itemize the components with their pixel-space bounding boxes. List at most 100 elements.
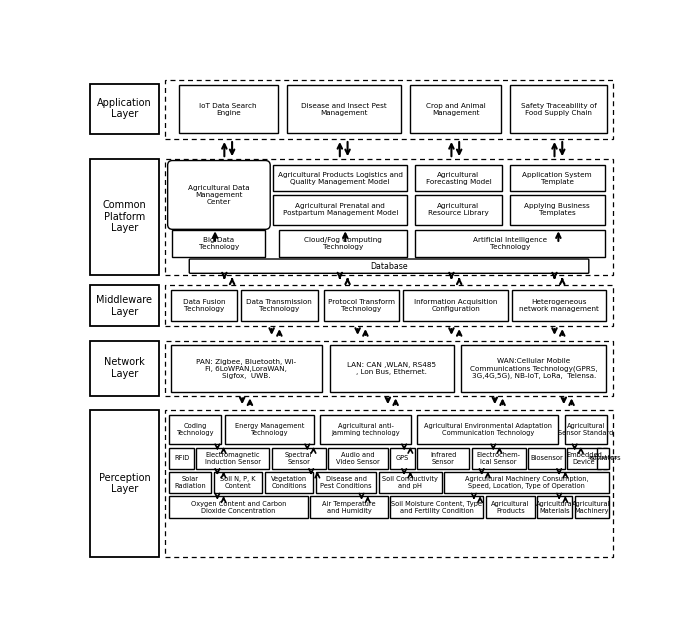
Bar: [512, 290, 606, 321]
Text: Artificial Intelligence
Technology: Artificial Intelligence Technology: [473, 237, 547, 250]
Bar: [264, 472, 314, 493]
Text: Air Temperature
and Humidity: Air Temperature and Humidity: [323, 501, 376, 513]
Bar: [169, 415, 221, 444]
Text: Spectral
Sensor: Spectral Sensor: [285, 452, 312, 465]
Text: Audio and
Video Sensor: Audio and Video Sensor: [336, 452, 380, 465]
Text: Database: Database: [370, 261, 408, 271]
Text: Vegetation
Conditions: Vegetation Conditions: [271, 476, 307, 489]
Bar: [287, 85, 401, 133]
Bar: [603, 448, 607, 468]
Bar: [214, 472, 262, 493]
Text: Network
Layer: Network Layer: [104, 358, 145, 379]
Bar: [410, 85, 501, 133]
Bar: [329, 346, 453, 392]
Bar: [379, 472, 442, 493]
Bar: [90, 341, 159, 396]
Text: Middleware
Layer: Middleware Layer: [97, 295, 152, 316]
Bar: [166, 410, 612, 557]
Bar: [510, 196, 605, 225]
Bar: [462, 346, 606, 392]
Bar: [417, 415, 558, 444]
Bar: [538, 496, 573, 518]
Bar: [90, 285, 159, 326]
Bar: [564, 415, 607, 444]
Text: Agricultural Products Logistics and
Quality Management Model: Agricultural Products Logistics and Qual…: [277, 172, 403, 185]
Bar: [597, 448, 609, 468]
Text: Heterogeneous
network management: Heterogeneous network management: [519, 299, 599, 312]
Text: Soil N, P, K
Content: Soil N, P, K Content: [220, 476, 256, 489]
Bar: [310, 496, 388, 518]
Text: actuators: actuators: [590, 455, 621, 461]
Bar: [173, 230, 265, 257]
Bar: [90, 84, 159, 134]
Text: Data Transmission
Technology: Data Transmission Technology: [247, 299, 312, 312]
Bar: [390, 448, 415, 468]
Bar: [510, 165, 605, 191]
Bar: [323, 290, 399, 321]
Bar: [169, 448, 194, 468]
Text: Disease and Insect Pest
Management: Disease and Insect Pest Management: [301, 103, 387, 116]
Text: Oxygen Content and Carbon
Dioxide Concentration: Oxygen Content and Carbon Dioxide Concen…: [191, 501, 286, 513]
Bar: [471, 448, 526, 468]
Bar: [415, 230, 605, 257]
Text: Agricultural
Resource Library: Agricultural Resource Library: [428, 203, 489, 216]
Text: Agricultural
Products: Agricultural Products: [491, 501, 530, 513]
Text: RFID: RFID: [174, 455, 189, 461]
Bar: [179, 85, 278, 133]
Text: Safety Traceability of
Food Supply Chain: Safety Traceability of Food Supply Chain: [521, 103, 597, 116]
Text: Protocol Transform
Technology: Protocol Transform Technology: [328, 299, 395, 312]
Text: IoT Data Search
Engine: IoT Data Search Engine: [199, 103, 257, 116]
Bar: [272, 448, 326, 468]
Bar: [166, 285, 612, 326]
Text: Agricultural
Materials: Agricultural Materials: [536, 501, 574, 513]
Text: Application System
Template: Application System Template: [523, 172, 592, 185]
Bar: [567, 448, 601, 468]
FancyBboxPatch shape: [189, 259, 589, 273]
Text: Agricultural anti-
jamming technology: Agricultural anti- jamming technology: [332, 423, 400, 436]
Text: Data Fusion
Technology: Data Fusion Technology: [183, 299, 225, 312]
Text: Agricultural
Machinery: Agricultural Machinery: [573, 501, 611, 513]
Bar: [169, 496, 308, 518]
Text: Perception
Layer: Perception Layer: [99, 473, 150, 494]
Bar: [321, 415, 411, 444]
Text: actuators: actuators: [588, 455, 618, 460]
Text: Infrared
Sensor: Infrared Sensor: [430, 452, 456, 465]
Text: Soil Conductivity
and pH: Soil Conductivity and pH: [382, 476, 438, 489]
Bar: [403, 290, 508, 321]
Text: LAN: CAN ,WLAN, RS485
, Lon Bus, Ethernet.: LAN: CAN ,WLAN, RS485 , Lon Bus, Etherne…: [347, 362, 436, 375]
Text: Coding
Technology: Coding Technology: [177, 423, 214, 436]
Text: Energy Management
Technology: Energy Management Technology: [235, 423, 304, 436]
Bar: [171, 290, 237, 321]
Text: Information Acquisition
Configuration: Information Acquisition Configuration: [414, 299, 497, 312]
Bar: [417, 448, 469, 468]
Bar: [197, 448, 269, 468]
Bar: [316, 472, 376, 493]
Text: Applying Business
Templates: Applying Business Templates: [524, 203, 590, 216]
Text: Biosensor: Biosensor: [530, 455, 563, 461]
Text: GPS: GPS: [396, 455, 409, 461]
Text: Electromagnetic
Induction Sensor: Electromagnetic Induction Sensor: [205, 452, 261, 465]
Text: Agricultural
Forecasting Model: Agricultural Forecasting Model: [425, 172, 491, 185]
Bar: [171, 346, 322, 392]
Bar: [279, 230, 408, 257]
Bar: [415, 165, 502, 191]
Text: Solar
Radiation: Solar Radiation: [175, 476, 206, 489]
Bar: [486, 496, 535, 518]
Text: PAN: Zigbee, Bluetooth, Wi-
Fi, 6LoWPAN,LoraWAN,
Sigfox,  UWB.: PAN: Zigbee, Bluetooth, Wi- Fi, 6LoWPAN,…: [197, 358, 297, 379]
Bar: [510, 85, 607, 133]
Text: Electrochem-
ical Sensor: Electrochem- ical Sensor: [477, 452, 521, 465]
Bar: [445, 472, 609, 493]
Bar: [273, 196, 408, 225]
Text: Disease and
Pest Conditions: Disease and Pest Conditions: [320, 476, 372, 489]
Text: Agricultural
Sensor Standard: Agricultural Sensor Standard: [558, 423, 614, 436]
Text: Soil Moisture Content, Type
and Fertility Condition: Soil Moisture Content, Type and Fertilit…: [391, 501, 482, 513]
Bar: [166, 159, 612, 275]
Text: Embedded
Device: Embedded Device: [566, 452, 602, 465]
Bar: [166, 341, 612, 396]
Bar: [90, 410, 159, 557]
Text: Cloud/Fog Computing
Technology: Cloud/Fog Computing Technology: [304, 237, 382, 250]
Bar: [225, 415, 314, 444]
Bar: [273, 165, 408, 191]
Bar: [166, 80, 612, 139]
Bar: [390, 496, 483, 518]
